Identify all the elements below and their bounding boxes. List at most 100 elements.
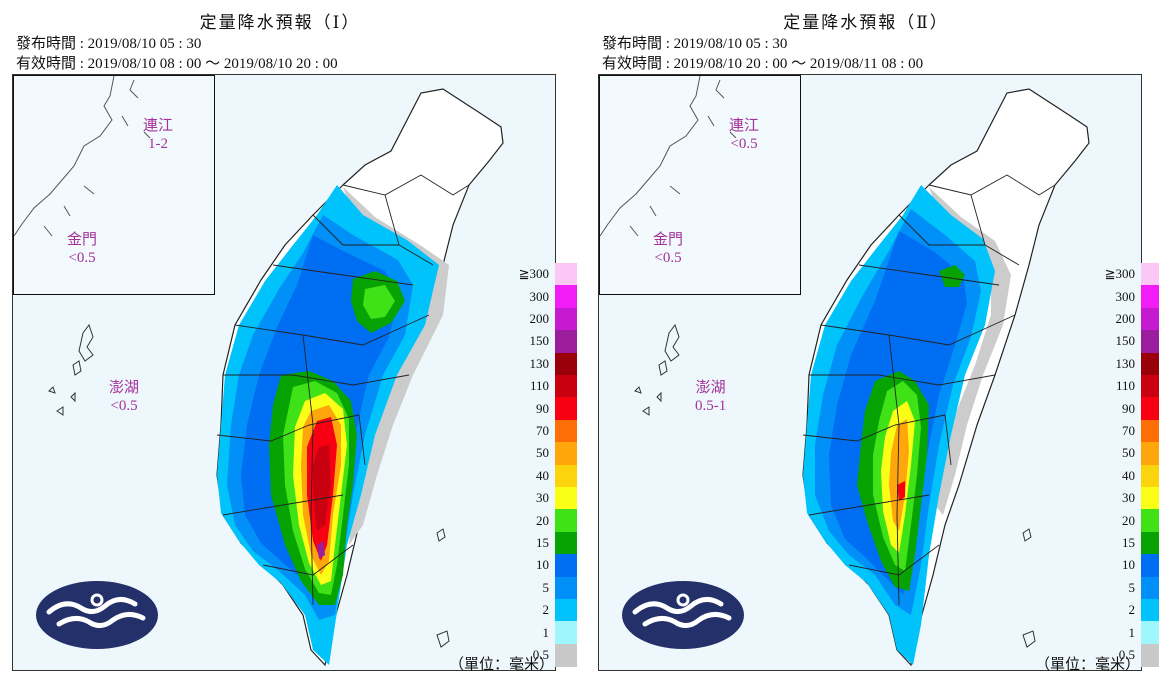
legend-swatch — [1141, 554, 1159, 578]
lienchiang-label: 連江 <0.5 — [729, 117, 759, 153]
kinmen-label: 金門 <0.5 — [653, 231, 683, 267]
island-name: 澎湖 — [109, 380, 140, 396]
rain-legend: ≧300 300 200 150 130 110 90 70 50 40 30 20 15 10 5 2 1 0.… — [481, 263, 585, 667]
legend-label: 300 — [1115, 288, 1136, 304]
island-rain-value: 1-2 — [148, 136, 168, 152]
green-island — [436, 528, 446, 542]
legend-swatch — [1141, 509, 1159, 533]
orchid-island — [1022, 630, 1036, 648]
legend-label: 50 — [536, 445, 549, 461]
rain-15-20-north — [363, 285, 395, 319]
legend-swatch — [1141, 352, 1159, 376]
cwb-logo-icon — [36, 581, 158, 649]
panel-title: 定量降水預報（Ⅱ） — [783, 13, 949, 32]
lienchiang-label: 連江 1-2 — [143, 117, 173, 153]
legend-swatch — [1141, 397, 1159, 421]
legend-label: 1 — [1128, 624, 1136, 640]
legend-swatch — [1141, 285, 1159, 309]
legend-label: 1 — [542, 624, 550, 640]
legend-label: 200 — [529, 311, 550, 326]
issue-time: 發布時間 : 2019/08/10 05 : 30 — [602, 36, 788, 52]
legend-label: 15 — [536, 535, 549, 550]
legend-label: 40 — [536, 467, 549, 483]
legend-swatch — [555, 576, 577, 600]
legend-label: 2 — [1128, 602, 1136, 618]
unit-label: （單位：毫米） — [1035, 657, 1141, 673]
legend-label: 5 — [1128, 579, 1136, 595]
orchid-island — [436, 630, 450, 648]
legend-swatch — [1141, 263, 1159, 286]
legend-swatch — [1141, 643, 1159, 667]
legend-label: 200 — [1115, 311, 1136, 326]
legend-swatch — [555, 554, 577, 578]
legend-swatch — [1141, 375, 1159, 398]
rain-50-70-spot — [897, 481, 905, 501]
legend-label: 70 — [1122, 423, 1135, 438]
legend-label: 20 — [1122, 512, 1135, 528]
valid-time: 有效時間 : 2019/08/10 20 : 00 ～ 2019/08/11 0… — [602, 56, 924, 72]
coastline-sketch — [13, 75, 151, 237]
rain-30-50-region — [889, 419, 909, 531]
legend-label: 10 — [1122, 557, 1135, 573]
island-name: 金門 — [67, 232, 98, 248]
legend-label: 70 — [536, 423, 549, 438]
legend-swatch — [1141, 599, 1159, 622]
legend-label: 130 — [529, 355, 550, 371]
legend-label: 20 — [536, 512, 549, 528]
county-boundaries — [802, 174, 1056, 606]
legend-swatch — [1141, 442, 1159, 466]
green-island — [1022, 528, 1032, 542]
legend-swatch — [1141, 531, 1159, 555]
island-rain-value: <0.5 — [110, 398, 138, 414]
island-name: 連江 — [143, 118, 174, 134]
legend-label: 0.5 — [1118, 647, 1135, 662]
forecast-panel-1: 定量降水預報（Ⅰ） 發布時間 : 2019/08/10 05 : 30 有效時間… — [0, 0, 577, 689]
legend-label: 90 — [536, 400, 549, 416]
forecast-panel-2: 定量降水預報（Ⅱ） 發布時間 : 2019/08/10 05 : 30 有效時間… — [586, 0, 1159, 689]
legend-label: 130 — [1115, 355, 1136, 371]
taiwan-map — [48, 88, 504, 667]
legend-label: 110 — [1115, 378, 1135, 394]
legend-label: 5 — [542, 579, 550, 595]
rain-legend: ≧300 300 200 150 130 110 90 70 50 40 30 20 15 10 5 2 1 0.… — [1067, 263, 1159, 667]
legend-swatch — [1141, 419, 1159, 443]
rainfall-map: 連江 <0.5 金門 <0.5 澎湖 0.5-1 ≧300 300 200 150 13… — [598, 74, 1159, 673]
legend-label: 0.5 — [532, 647, 549, 662]
legend-swatch — [1141, 621, 1159, 645]
legend-swatch — [555, 375, 577, 398]
penghu-islands — [634, 323, 680, 416]
issue-time: 發布時間 : 2019/08/10 05 : 30 — [16, 36, 202, 52]
legend-swatch — [1141, 330, 1159, 354]
legend-swatch — [1141, 487, 1159, 510]
penghu-label: 澎湖 <0.5 — [109, 379, 139, 415]
county-boundaries — [216, 174, 470, 606]
legend-swatch — [555, 397, 577, 421]
legend-label: 50 — [1122, 445, 1135, 461]
island-rain-value: 0.5-1 — [695, 398, 727, 414]
offshore-islands-inset — [13, 75, 215, 295]
legend-swatch — [1141, 307, 1159, 331]
island-name: 連江 — [729, 118, 760, 134]
legend-swatch — [555, 621, 577, 645]
panel-title: 定量降水預報（Ⅰ） — [199, 13, 361, 32]
legend-label: 150 — [529, 333, 550, 349]
legend-swatch — [1141, 464, 1159, 488]
island-rain-value: <0.5 — [730, 136, 758, 152]
legend-label: 40 — [1122, 467, 1135, 483]
island-rain-value: <0.5 — [68, 250, 96, 266]
penghu-label: 澎湖 0.5-1 — [695, 379, 726, 415]
rain-130-150-spot — [317, 541, 325, 559]
legend-label: 150 — [1115, 333, 1136, 349]
legend-swatch — [555, 419, 577, 443]
penghu-islands — [48, 323, 94, 416]
legend-swatch — [1141, 576, 1159, 600]
coastline-sketch — [599, 75, 737, 237]
legend-label: 300 — [529, 288, 550, 304]
cwb-logo-icon — [622, 581, 744, 649]
legend-swatch — [555, 442, 577, 466]
legend-swatch — [555, 509, 577, 533]
legend-swatch — [555, 285, 577, 309]
legend-swatch — [555, 330, 577, 354]
taiwan-map — [634, 88, 1090, 667]
legend-label: ≧300 — [518, 266, 549, 282]
